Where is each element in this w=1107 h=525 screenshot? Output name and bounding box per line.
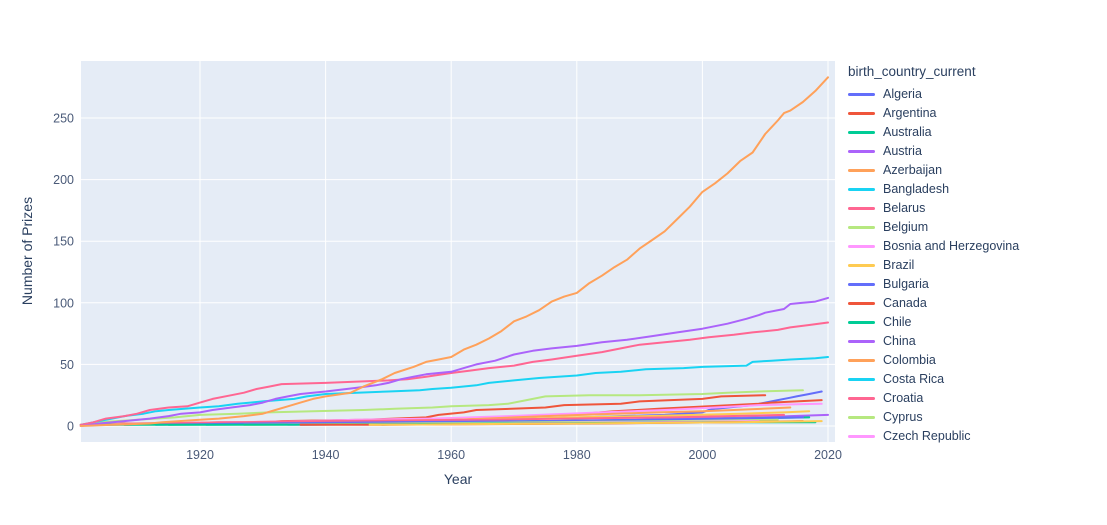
legend-swatch xyxy=(848,112,875,115)
series-line-pink-b[interactable] xyxy=(104,413,785,426)
series-line-blue-b[interactable] xyxy=(155,416,804,426)
y-tick-label: 100 xyxy=(53,296,74,310)
series-line-green-a[interactable] xyxy=(79,389,804,426)
legend-item-label: Croatia xyxy=(883,391,924,405)
x-tick-label: 2000 xyxy=(688,448,716,462)
legend-item-algeria[interactable]: Algeria xyxy=(848,85,1098,104)
legend-item-australia[interactable]: Australia xyxy=(848,123,1098,142)
x-tick-label: 1920 xyxy=(186,448,214,462)
series-line-cyan-main[interactable] xyxy=(79,356,829,426)
legend-swatch xyxy=(848,302,875,305)
legend-item-bangladesh[interactable]: Bangladesh xyxy=(848,180,1098,199)
legend-item-label: Azerbaijan xyxy=(883,163,943,177)
legend-item-label: Belgium xyxy=(883,220,929,234)
legend-item-label: Belarus xyxy=(883,201,926,215)
legend-swatch xyxy=(848,245,875,248)
legend-item-label: Argentina xyxy=(883,106,937,120)
legend-swatch xyxy=(848,188,875,191)
legend-item-label: Cyprus xyxy=(883,410,923,424)
legend-item-azerbaijan[interactable]: Azerbaijan xyxy=(848,161,1098,180)
x-tick-label: 1960 xyxy=(437,448,465,462)
y-axis-title: Number of Prizes xyxy=(19,196,35,306)
legend-title: birth_country_current xyxy=(848,64,976,79)
legend-item-label: Czech Republic xyxy=(883,429,971,443)
y-tick-label: 150 xyxy=(53,235,74,249)
x-tick-label: 2020 xyxy=(814,448,842,462)
y-tick-label: 50 xyxy=(60,358,74,372)
legend-item-argentina[interactable]: Argentina xyxy=(848,104,1098,123)
legend-swatch xyxy=(848,207,875,210)
legend-swatch xyxy=(848,169,875,172)
legend-item-chile[interactable]: Chile xyxy=(848,313,1098,332)
legend-swatch xyxy=(848,131,875,134)
y-tick-label: 250 xyxy=(53,112,74,126)
legend-swatch xyxy=(848,283,875,286)
legend-item-label: Bosnia and Herzegovina xyxy=(883,239,1020,253)
legend-item-label: Brazil xyxy=(883,258,915,272)
legend-swatch xyxy=(848,378,875,381)
legend-item-austria[interactable]: Austria xyxy=(848,142,1098,161)
legend-item-bosnia-and-herzegovina[interactable]: Bosnia and Herzegovina xyxy=(848,237,1098,256)
legend-swatch xyxy=(848,226,875,229)
x-tick-label: 1980 xyxy=(563,448,591,462)
legend-item-brazil[interactable]: Brazil xyxy=(848,256,1098,275)
legend-swatch xyxy=(848,416,875,419)
legend-item-label: Australia xyxy=(883,125,932,139)
legend-item-label: Austria xyxy=(883,144,922,158)
x-tick-label: 1940 xyxy=(312,448,340,462)
legend-item-label: China xyxy=(883,334,916,348)
legend-item-belgium[interactable]: Belgium xyxy=(848,218,1098,237)
legend-item-bulgaria[interactable]: Bulgaria xyxy=(848,275,1098,294)
legend-item-label: Bangladesh xyxy=(883,182,950,196)
gridlines xyxy=(81,61,835,442)
legend-item-belarus[interactable]: Belarus xyxy=(848,199,1098,218)
legend-item-colombia[interactable]: Colombia xyxy=(848,351,1098,370)
legend-item-czech-republic[interactable]: Czech Republic xyxy=(848,427,1098,446)
legend-swatch xyxy=(848,150,875,153)
plot-area[interactable] xyxy=(81,61,835,442)
legend-item-croatia[interactable]: Croatia xyxy=(848,389,1098,408)
legend-items: Algeria Argentina Australia Austria Azerbaij… xyxy=(848,85,1098,446)
legend-swatch xyxy=(848,359,875,362)
legend-item-label: Colombia xyxy=(883,353,936,367)
series-line-purple-main[interactable] xyxy=(79,296,829,427)
legend-item-label: Canada xyxy=(883,296,927,310)
legend-swatch xyxy=(848,340,875,343)
legend-swatch xyxy=(848,435,875,438)
legend-item-cyprus[interactable]: Cyprus xyxy=(848,408,1098,427)
series-line-yellow-b[interactable] xyxy=(368,420,823,426)
legend-swatch xyxy=(848,397,875,400)
x-axis-title: Year xyxy=(443,471,473,487)
legend-item-label: Costa Rica xyxy=(883,372,945,386)
y-tick-label: 0 xyxy=(67,420,74,434)
legend-item-label: Bulgaria xyxy=(883,277,929,291)
y-tick-label: 200 xyxy=(53,173,74,187)
legend-swatch xyxy=(848,93,875,96)
legend: birth_country_current Algeria Argentina Au… xyxy=(848,64,1098,446)
legend-item-label: Chile xyxy=(883,315,912,329)
y-tick-labels: 0 50 100 150 200 250 xyxy=(53,112,74,434)
legend-item-canada[interactable]: Canada xyxy=(848,294,1098,313)
legend-swatch xyxy=(848,264,875,267)
x-tick-labels: 1920 1940 1960 1980 2000 2020 xyxy=(186,448,842,462)
legend-swatch xyxy=(848,321,875,324)
legend-item-label: Algeria xyxy=(883,87,922,101)
legend-item-china[interactable]: China xyxy=(848,332,1098,351)
series-line-orange-main[interactable] xyxy=(79,76,829,427)
series-lines xyxy=(79,76,829,427)
series-line-pink-main[interactable] xyxy=(79,321,829,426)
legend-item-costa-rica[interactable]: Costa Rica xyxy=(848,370,1098,389)
